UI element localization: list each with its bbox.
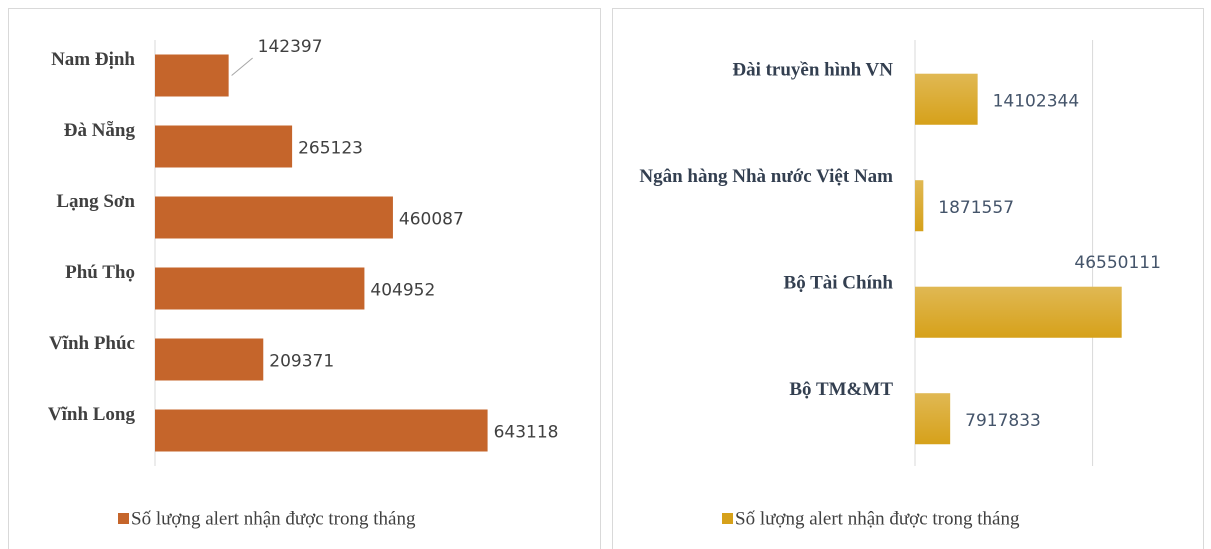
leader-line — [231, 57, 253, 76]
value-label: 14102344 — [993, 91, 1080, 111]
bar-shine — [915, 393, 951, 445]
legend-label: Số lượng alert nhận được trong tháng — [131, 508, 416, 529]
bar-shine — [915, 180, 924, 232]
value-label: 46550111 — [1074, 253, 1161, 273]
value-label: 265123 — [298, 139, 363, 159]
category-label: Đà Nẵng — [64, 120, 136, 141]
category-label: Bộ TM&MT — [789, 379, 893, 400]
value-label: 7917833 — [965, 411, 1041, 431]
category-label: Ngân hàng Nhà nước Việt Nam — [639, 166, 893, 187]
bar-shine — [915, 73, 978, 125]
bar — [155, 338, 264, 381]
legend-swatch — [118, 513, 129, 524]
category-label: Nam Định — [51, 49, 135, 70]
bar — [155, 409, 488, 452]
panel — [612, 8, 1204, 549]
legend-swatch — [722, 513, 733, 524]
category-label: Vĩnh Long — [48, 404, 136, 425]
legend-label: Số lượng alert nhận được trong tháng — [735, 508, 1020, 529]
panel — [8, 8, 601, 549]
category-label: Lạng Sơn — [56, 191, 135, 212]
category-label: Bộ Tài Chính — [784, 273, 894, 294]
bar — [155, 267, 365, 310]
value-label: 1871557 — [938, 198, 1014, 218]
value-label: 142397 — [258, 37, 323, 57]
value-label: 643118 — [494, 423, 559, 443]
bar — [155, 54, 229, 97]
value-label: 404952 — [370, 281, 435, 301]
category-label: Phú Thọ — [65, 262, 135, 283]
value-label: 209371 — [269, 352, 334, 372]
bar-shine — [915, 286, 1122, 338]
bar — [155, 196, 393, 239]
category-label: Vĩnh Phúc — [49, 333, 135, 354]
bar — [155, 125, 293, 168]
value-label: 460087 — [399, 210, 464, 230]
category-label: Đài truyền hình VN — [732, 60, 893, 81]
